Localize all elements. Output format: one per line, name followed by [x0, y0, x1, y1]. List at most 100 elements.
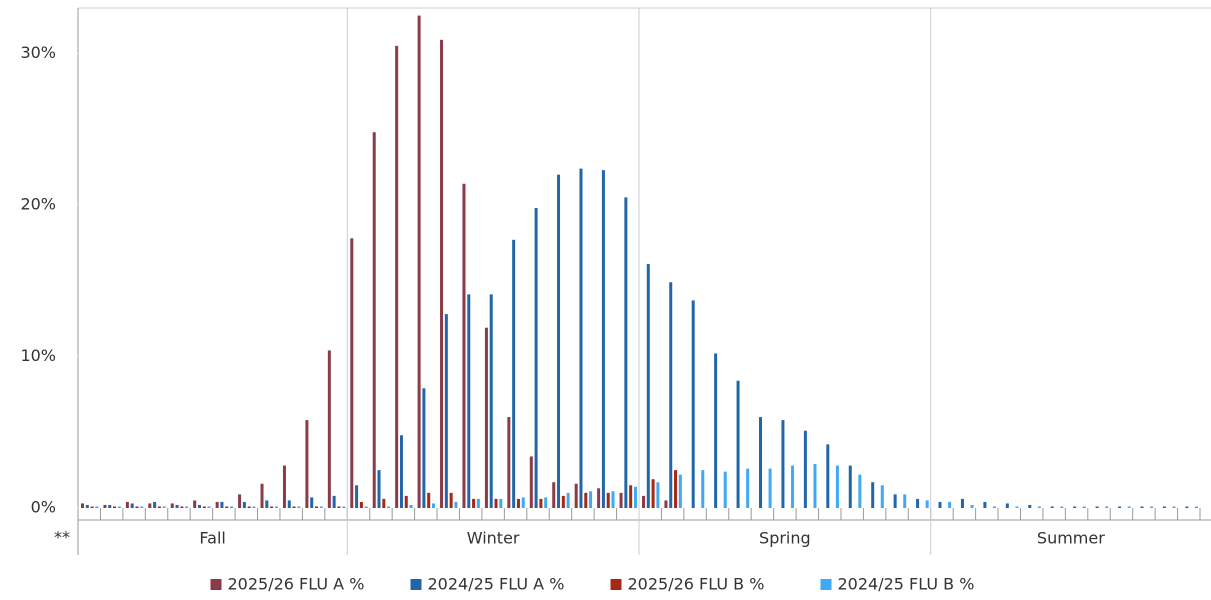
season-label: Winter	[467, 529, 520, 548]
bar	[597, 488, 601, 508]
bar	[1037, 506, 1041, 508]
bar	[1095, 506, 1099, 508]
bar	[382, 498, 386, 508]
bar	[529, 456, 533, 508]
bar	[579, 168, 583, 508]
bar	[611, 491, 615, 508]
bar	[574, 483, 578, 508]
bar	[557, 174, 561, 508]
bar	[516, 498, 520, 508]
legend-swatch	[210, 579, 222, 590]
bar	[337, 506, 341, 508]
bar	[117, 506, 121, 508]
bar	[629, 485, 633, 508]
bar	[664, 500, 668, 508]
bar	[633, 486, 637, 508]
bar	[175, 504, 179, 508]
bar	[180, 506, 184, 508]
bar	[282, 465, 286, 508]
bar	[130, 503, 134, 508]
bar	[521, 497, 525, 508]
bar	[252, 506, 256, 508]
bar	[260, 483, 264, 508]
bar	[342, 506, 346, 508]
bar	[534, 208, 538, 508]
bar	[148, 503, 152, 508]
bar	[893, 494, 897, 508]
legend-label: 2025/26 FLU B %	[628, 575, 765, 594]
bar	[350, 238, 354, 508]
bar	[484, 327, 488, 508]
bar	[193, 500, 197, 508]
bar	[1140, 506, 1144, 508]
bar	[1082, 506, 1086, 508]
bar	[970, 504, 974, 508]
bar	[1194, 506, 1198, 508]
bar	[993, 506, 996, 508]
bar	[220, 501, 224, 508]
bar	[674, 470, 678, 508]
bar	[449, 492, 453, 508]
bar	[125, 501, 129, 508]
bar	[1162, 506, 1166, 508]
bar	[656, 482, 660, 508]
bar	[198, 504, 201, 508]
bar	[292, 506, 296, 508]
bar	[247, 506, 251, 508]
bar	[409, 504, 413, 508]
bar	[95, 506, 99, 508]
bar	[162, 506, 166, 508]
bar	[359, 501, 363, 508]
bar	[813, 464, 817, 508]
bar	[552, 482, 556, 508]
bar	[903, 494, 907, 508]
bar	[432, 503, 435, 508]
bar	[327, 350, 331, 508]
axis-note: **	[54, 528, 70, 547]
bar	[1118, 506, 1122, 508]
bar	[417, 15, 421, 509]
bar	[566, 492, 570, 508]
bar	[624, 197, 628, 509]
bar	[238, 494, 242, 508]
bar	[1060, 506, 1064, 508]
bar	[880, 485, 884, 508]
bar	[305, 420, 309, 508]
bar	[1127, 506, 1131, 508]
bar	[90, 506, 94, 508]
bar	[858, 474, 862, 508]
bar	[768, 468, 772, 508]
bar	[835, 465, 839, 508]
bar	[332, 495, 336, 508]
bar	[108, 504, 112, 508]
y-tick-label: 30%	[20, 43, 56, 62]
bar	[539, 498, 543, 508]
bar	[691, 300, 695, 508]
bar	[472, 498, 476, 508]
bar	[355, 485, 359, 508]
bar	[113, 506, 117, 508]
bar	[983, 501, 987, 508]
bar	[544, 497, 548, 508]
bar	[916, 498, 920, 508]
bar	[619, 492, 623, 508]
bar	[561, 495, 565, 508]
bar	[377, 470, 381, 508]
bar	[462, 183, 466, 508]
bar	[791, 465, 795, 508]
bar	[265, 500, 269, 508]
legend-swatch	[820, 579, 832, 590]
bar	[1050, 506, 1054, 508]
bar	[440, 39, 444, 509]
season-label: Fall	[199, 529, 225, 548]
bar	[153, 501, 157, 508]
season-label: Summer	[1037, 529, 1105, 548]
y-tick-label: 20%	[20, 194, 56, 213]
bar	[140, 506, 144, 508]
y-tick-label: 10%	[20, 346, 56, 365]
bar	[651, 479, 655, 508]
bar	[646, 264, 650, 508]
bar	[395, 45, 399, 509]
bar	[678, 474, 682, 508]
